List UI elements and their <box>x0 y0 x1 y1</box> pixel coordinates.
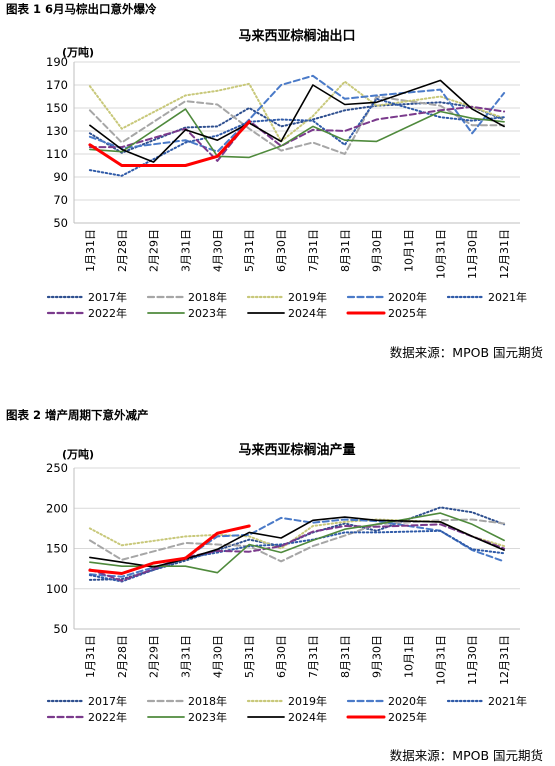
x-tick-label: 10月31日 <box>434 635 447 685</box>
series-line-2019 <box>88 518 506 550</box>
y-tick-label: 200 <box>46 501 68 515</box>
x-tick-label: 8月31日 <box>339 229 352 272</box>
x-tick-label: 9月30日 <box>371 635 384 678</box>
x-tick-label: 2月28日 <box>116 229 129 272</box>
x-tick-label: 2月29日 <box>148 229 161 272</box>
x-tick-label: 3月31日 <box>180 229 193 272</box>
series-line-2022 <box>88 105 506 162</box>
x-tick-label: 4月30日 <box>211 229 224 272</box>
legend-label-2023: 2023年 <box>188 710 227 724</box>
legend-label-2018: 2018年 <box>188 290 227 304</box>
legend-label-2019: 2019年 <box>288 290 327 304</box>
legend-label-2017: 2017年 <box>88 694 127 708</box>
x-tick-label: 10月1日 <box>403 229 416 272</box>
legend-label-2025: 2025年 <box>388 306 427 320</box>
y-tick-label: 100 <box>46 582 68 596</box>
y-tick-label: 70 <box>53 193 68 207</box>
x-tick-label: 2月29日 <box>148 635 161 678</box>
figure-heading-2: 图表 2 增产周期下意外减产 <box>6 408 149 422</box>
legend-label-2018: 2018年 <box>188 694 227 708</box>
x-tick-label: 5月31日 <box>243 635 256 678</box>
x-tick-label: 1月31日 <box>84 229 97 272</box>
series-line-2024 <box>89 79 505 163</box>
y-tick-label: 150 <box>46 101 68 115</box>
series-line-2017 <box>88 101 506 154</box>
x-tick-label: 5月31日 <box>243 229 256 272</box>
chart-title: 马来西亚棕榈油产量 <box>238 442 355 458</box>
source-note-2: 数据来源：MPOB 国元期货 <box>389 748 543 763</box>
y-tick-label: 50 <box>53 216 68 230</box>
production-line-chart: 马来西亚棕榈油产量 (万吨) 50 100 150 200 250 1月31日 2月28日 2月2… <box>46 442 527 724</box>
x-tick-label: 10月31日 <box>434 229 447 279</box>
y-tick-label: 170 <box>46 78 68 92</box>
x-tick-label: 2月28日 <box>116 635 129 678</box>
x-tick-label: 12月31日 <box>498 635 511 685</box>
x-tick-label: 9月30日 <box>371 229 384 272</box>
source-note-1: 数据来源：MPOB 国元期货 <box>389 345 543 360</box>
export-line-chart: 马来西亚棕榈油出口 (万吨) 50 70 90 110 130 150 170 190 1月31日 2… <box>46 28 527 320</box>
y-axis-unit: (万吨) <box>62 45 94 59</box>
legend-label-2021: 2021年 <box>488 694 527 708</box>
y-tick-label: 250 <box>46 461 68 475</box>
legend-label-2020: 2020年 <box>388 694 427 708</box>
series-line-2025 <box>88 120 251 167</box>
series-line-2018 <box>88 95 506 155</box>
y-tick-label: 130 <box>46 124 68 138</box>
legend-label-2022: 2022年 <box>88 710 127 724</box>
series-line-2018 <box>88 518 506 563</box>
series-line-2021 <box>88 97 506 177</box>
legend-label-2023: 2023年 <box>188 306 227 320</box>
legend-label-2024: 2024年 <box>288 710 327 724</box>
x-tick-label: 10月1日 <box>403 635 416 678</box>
x-tick-label: 3月31日 <box>180 635 193 678</box>
x-tick-label: 6月30日 <box>275 635 288 678</box>
x-tick-label: 12月31日 <box>498 229 511 279</box>
legend-label-2017: 2017年 <box>88 290 127 304</box>
legend-label-2025: 2025年 <box>388 710 427 724</box>
series-line-2024 <box>89 516 505 568</box>
chart-title: 马来西亚棕榈油出口 <box>238 28 355 44</box>
legend-label-2024: 2024年 <box>288 306 327 320</box>
legend-label-2022: 2022年 <box>88 306 127 320</box>
series-line-2023 <box>89 108 505 159</box>
series-line-2023 <box>89 512 505 574</box>
x-tick-label: 11月30日 <box>466 635 479 685</box>
x-tick-label: 11月30日 <box>466 229 479 279</box>
y-tick-label: 150 <box>46 542 68 556</box>
x-tick-label: 4月30日 <box>211 635 224 678</box>
x-tick-label: 1月31日 <box>84 635 97 678</box>
legend-label-2021: 2021年 <box>488 290 527 304</box>
x-tick-label: 7月31日 <box>307 635 320 678</box>
series-line-2025 <box>88 524 251 575</box>
y-tick-label: 90 <box>53 170 68 184</box>
y-tick-label: 50 <box>53 622 68 636</box>
x-tick-label: 6月30日 <box>275 229 288 272</box>
x-tick-label: 7月31日 <box>307 229 320 272</box>
x-tick-label: 8月31日 <box>339 635 352 678</box>
y-tick-label: 190 <box>46 55 68 69</box>
legend-label-2019: 2019年 <box>288 694 327 708</box>
legend-label-2020: 2020年 <box>388 290 427 304</box>
y-tick-label: 110 <box>46 147 68 161</box>
figure-heading-1: 图表 1 6月马棕出口意外爆冷 <box>6 2 157 16</box>
y-axis-unit: (万吨) <box>62 447 94 461</box>
